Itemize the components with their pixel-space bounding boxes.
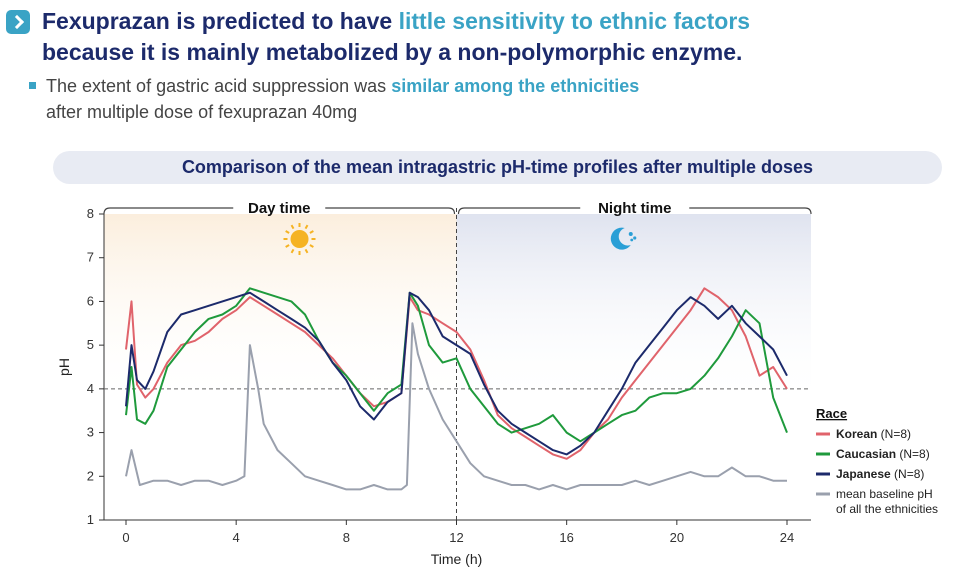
- y-tick-label: 1: [87, 512, 94, 527]
- day-time-brace: [103, 207, 456, 215]
- y-tick-label: 8: [87, 206, 94, 221]
- subline-line1: The extent of gastric acid suppression w…: [46, 76, 640, 96]
- moon-icon: [610, 227, 637, 250]
- y-tick-label: 4: [87, 381, 94, 396]
- y-tick-label: 7: [87, 250, 94, 265]
- y-tick-label: 3: [87, 425, 94, 440]
- legend-label-korean: Korean (N=8): [836, 427, 911, 441]
- night-time-background: [456, 214, 811, 404]
- night-time-brace: [457, 207, 812, 215]
- sun-icon: [283, 223, 316, 255]
- chevron-right-icon: [6, 10, 30, 34]
- subline-line2: after multiple dose of fexuprazan 40mg: [46, 102, 358, 122]
- y-tick-label: 5: [87, 337, 94, 352]
- x-tick-label: 24: [780, 530, 794, 545]
- legend-title: Race: [816, 406, 847, 421]
- series-line-caucasian: [125, 287, 788, 443]
- square-bullet-icon: [29, 82, 36, 89]
- legend-label-mean-baseline-ph-line2: of all the ethnicities: [836, 502, 938, 516]
- legend-label-caucasian: Caucasian (N=8): [836, 447, 930, 461]
- subline: The extent of gastric acid suppression w…: [29, 73, 640, 125]
- series-line-japanese: [125, 291, 788, 456]
- x-tick-label: 20: [670, 530, 684, 545]
- night-time-label: Night time: [598, 200, 671, 217]
- x-tick-label: 8: [343, 530, 350, 545]
- x-tick-label: 12: [449, 530, 463, 545]
- x-tick-label: 4: [233, 530, 240, 545]
- series-line-korean: [125, 287, 788, 460]
- headline-highlight: little sensitivity to ethnic factors: [398, 8, 751, 34]
- legend-label-mean-baseline-ph: mean baseline pH: [836, 487, 933, 501]
- day-time-label: Day time: [248, 200, 311, 217]
- series-line-mean-baseline-ph: [125, 322, 787, 491]
- y-axis-title: pH: [56, 358, 72, 376]
- y-tick-label: 2: [87, 468, 94, 483]
- x-tick-label: 16: [559, 530, 573, 545]
- y-tick-label: 6: [87, 293, 94, 308]
- subline-highlight: similar among the ethnicities: [391, 76, 640, 96]
- x-tick-label: 0: [122, 530, 129, 545]
- legend-label-japanese: Japanese (N=8): [836, 467, 924, 481]
- headline-line1: Fexuprazan is predicted to have little s…: [42, 8, 751, 34]
- headline-line2: because it is mainly metabolized by a no…: [42, 39, 743, 65]
- x-axis-title: Time (h): [431, 551, 483, 567]
- chart-title-banner: Comparison of the mean intragastric pH-t…: [53, 151, 942, 184]
